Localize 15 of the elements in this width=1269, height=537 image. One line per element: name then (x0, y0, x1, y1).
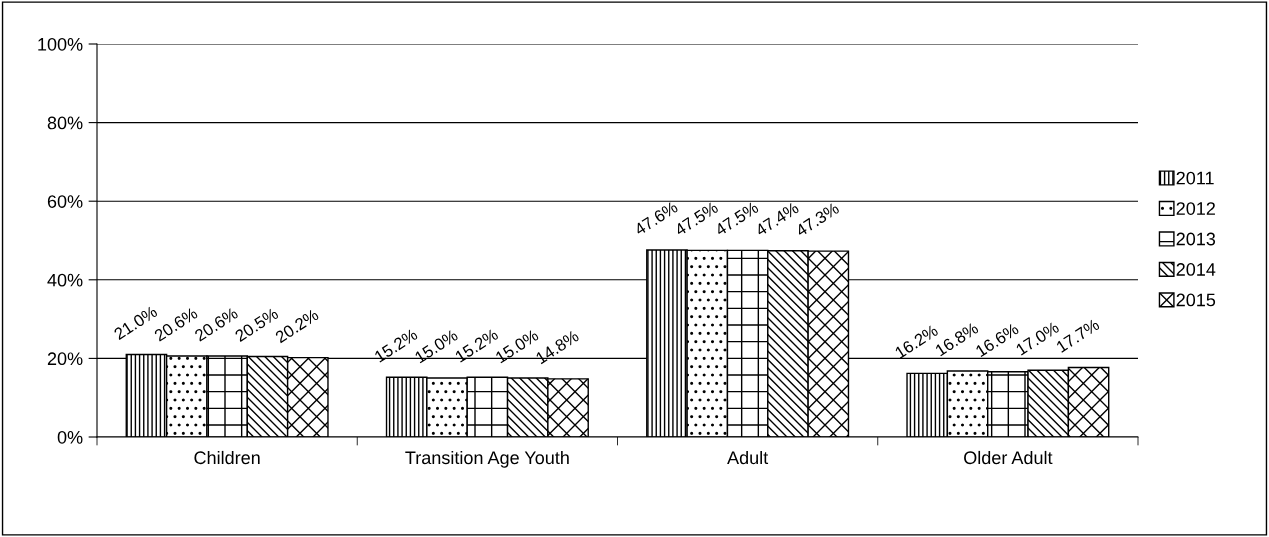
x-tick-label: Older Adult (964, 450, 1053, 465)
legend-label: 2011 (1176, 171, 1214, 185)
y-tick-label: 80% (47, 116, 83, 130)
legend-label: 2014 (1176, 263, 1216, 276)
x-tick-label: Adult (727, 450, 769, 465)
legend-label: 2012 (1176, 202, 1215, 215)
y-tick-label: 40% (47, 273, 83, 287)
y-tick-label: 60% (47, 195, 83, 208)
x-tick-label: Children (194, 450, 260, 465)
x-tick-label: Transition Age Youth (405, 450, 569, 468)
y-tick-label: 20% (47, 352, 83, 366)
y-tick-label: 100% (38, 37, 83, 51)
legend-label: 2015 (1176, 293, 1216, 307)
legend-label: 2013 (1176, 232, 1216, 246)
y-tick-label: 0% (57, 430, 83, 444)
